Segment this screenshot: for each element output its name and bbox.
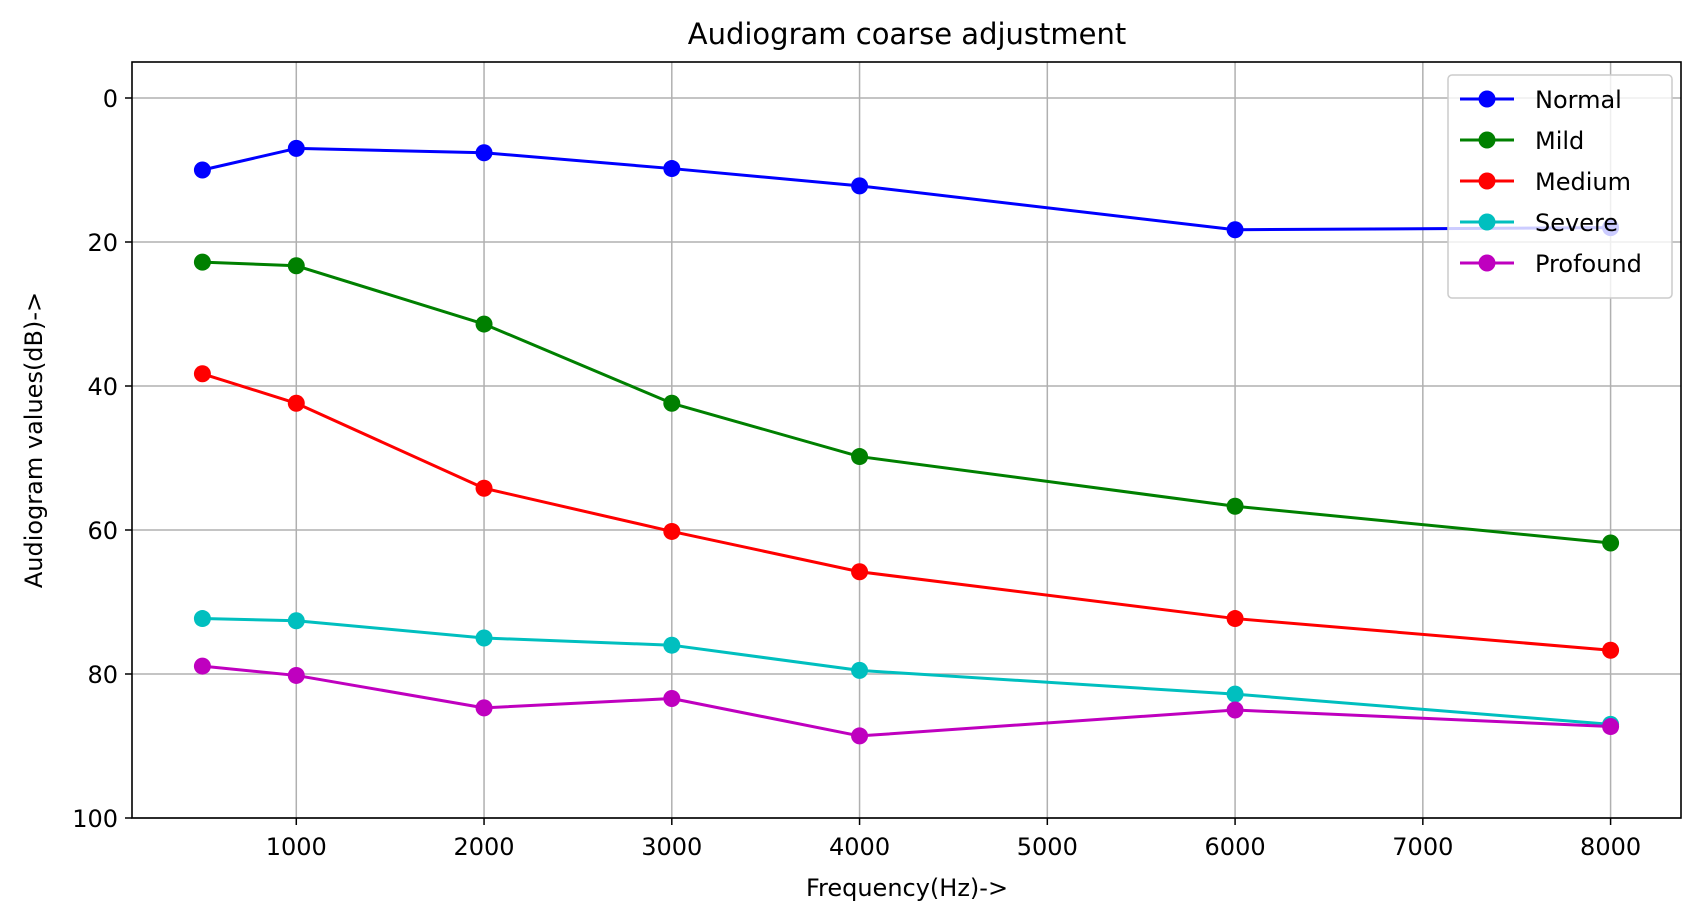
y-tick-label: 100 (72, 805, 118, 833)
data-point-mild (1602, 534, 1620, 552)
x-tick-label: 4000 (829, 833, 890, 861)
plot-frame (131, 61, 1682, 819)
data-point-medium (663, 522, 681, 540)
data-point-medium (193, 365, 211, 383)
data-point-medium (1602, 641, 1620, 659)
x-tick-label: 6000 (1205, 833, 1266, 861)
legend-item-severe: Severe (1460, 209, 1618, 237)
data-point-normal (851, 177, 869, 195)
y-tick-label: 80 (87, 661, 118, 689)
x-tick-label: 2000 (454, 833, 515, 861)
data-point-medium (1226, 610, 1244, 628)
data-point-medium (851, 563, 869, 581)
data-point-severe (475, 629, 493, 647)
data-point-severe (193, 610, 211, 628)
legend-label: Mild (1535, 127, 1584, 155)
x-tick-label: 8000 (1580, 833, 1641, 861)
series-medium (193, 365, 1620, 659)
legend-swatch-marker (1478, 172, 1496, 190)
legend-label: Profound (1535, 250, 1642, 278)
data-point-normal (1226, 221, 1244, 239)
data-point-mild (1226, 497, 1244, 515)
x-tick-label: 7000 (1392, 833, 1453, 861)
x-tick-label: 5000 (1017, 833, 1078, 861)
data-point-severe (663, 636, 681, 654)
data-point-mild (851, 448, 869, 466)
data-point-profound (193, 657, 211, 675)
series-mild (193, 253, 1620, 552)
data-point-severe (1226, 685, 1244, 703)
legend-item-normal: Normal (1460, 86, 1622, 114)
legend-item-medium: Medium (1460, 168, 1631, 196)
data-point-profound (851, 727, 869, 745)
data-point-severe (287, 612, 305, 630)
data-point-severe (851, 661, 869, 679)
x-axis: 1000 2000 3000 4000 5000 6000 7000 8000 (266, 818, 1641, 861)
legend-item-mild: Mild (1460, 127, 1584, 155)
data-point-mild (193, 253, 211, 271)
y-tick-label: 60 (87, 517, 118, 545)
legend-label: Normal (1535, 86, 1622, 114)
x-tick-label: 3000 (641, 833, 702, 861)
y-tick-label: 0 (103, 85, 118, 113)
data-point-mild (663, 394, 681, 412)
data-point-normal (193, 161, 211, 179)
legend-swatch-marker (1478, 131, 1496, 149)
chart-title: Audiogram coarse adjustment (688, 17, 1126, 51)
legend-swatch-marker (1478, 213, 1496, 231)
legend-swatch-marker (1478, 90, 1496, 108)
legend-label: Severe (1535, 209, 1618, 237)
legend-swatch-marker (1478, 254, 1496, 272)
y-tick-label: 40 (87, 373, 118, 401)
legend-item-profound: Profound (1460, 250, 1642, 278)
data-point-medium (475, 479, 493, 497)
y-tick-label: 20 (87, 229, 118, 257)
series-layer (193, 139, 1620, 745)
series-profound (193, 657, 1620, 745)
data-point-profound (475, 699, 493, 717)
legend-box (1447, 74, 1673, 299)
data-point-normal (287, 139, 305, 157)
legend-label: Medium (1535, 168, 1631, 196)
data-point-normal (663, 160, 681, 178)
x-axis-label: Frequency(Hz)-> (806, 874, 1008, 902)
data-point-mild (287, 257, 305, 275)
data-point-mild (475, 315, 493, 333)
data-point-profound (1226, 701, 1244, 719)
data-point-medium (287, 394, 305, 412)
y-axis: 0 20 40 60 80 100 (72, 85, 132, 833)
legend: Normal Mild Medium Severe Profound (1447, 74, 1673, 299)
data-point-profound (287, 666, 305, 684)
y-axis-label: Audiogram values(dB)-> (20, 292, 48, 588)
data-point-normal (475, 144, 493, 162)
data-point-profound (663, 689, 681, 707)
x-tick-label: 1000 (266, 833, 327, 861)
data-point-profound (1602, 718, 1620, 736)
